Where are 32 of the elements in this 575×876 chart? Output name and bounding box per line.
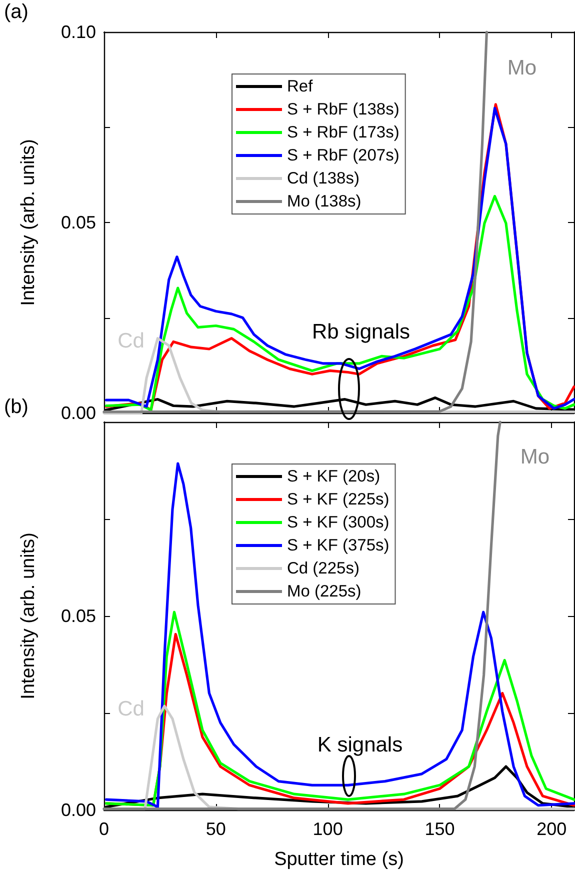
y-tick-label: 0.05 bbox=[60, 212, 96, 232]
legend-label: Cd (225s) bbox=[287, 560, 360, 578]
legend-label: S + KF (20s) bbox=[287, 468, 380, 486]
y-axis-title: Intensity (arb. units) bbox=[18, 139, 39, 306]
x-tick-label: 200 bbox=[536, 819, 567, 839]
y-tick-label: 0.00 bbox=[60, 403, 96, 423]
x-axis-title: Sputter time (s) bbox=[274, 849, 404, 870]
annotation: K signals bbox=[317, 734, 403, 756]
y-axis-title: Intensity (arb. units) bbox=[18, 532, 39, 700]
y-tick-label: 0.00 bbox=[60, 800, 96, 820]
legend-label: Mo (225s) bbox=[287, 582, 362, 600]
annotation: Rb signals bbox=[312, 320, 410, 344]
text: (b) bbox=[4, 396, 28, 418]
legend-label: Ref bbox=[287, 78, 314, 96]
annotation: Mo bbox=[507, 56, 537, 80]
legend-label: S + KF (375s) bbox=[287, 536, 390, 554]
x-tick-label: 0 bbox=[98, 819, 110, 839]
y-tick-label: 0.10 bbox=[60, 22, 96, 42]
text: (a) bbox=[4, 1, 28, 23]
line-series bbox=[104, 462, 575, 808]
legend-label: S + RbF (138s) bbox=[287, 100, 400, 118]
x-tick-label: 100 bbox=[312, 819, 343, 839]
legend-label: Mo (138s) bbox=[287, 192, 362, 210]
legend-label: S + RbF (207s) bbox=[287, 146, 400, 164]
annotation: Mo bbox=[520, 446, 550, 468]
legend-label: S + KF (225s) bbox=[287, 490, 390, 508]
legend-label: S + KF (300s) bbox=[287, 514, 390, 532]
y-tick-label: 0.05 bbox=[60, 606, 96, 626]
x-tick-label: 50 bbox=[206, 819, 226, 839]
legend-label: Cd (138s) bbox=[287, 170, 360, 188]
x-tick-label: 150 bbox=[424, 819, 455, 839]
legend-label: S + RbF (173s) bbox=[287, 124, 400, 142]
